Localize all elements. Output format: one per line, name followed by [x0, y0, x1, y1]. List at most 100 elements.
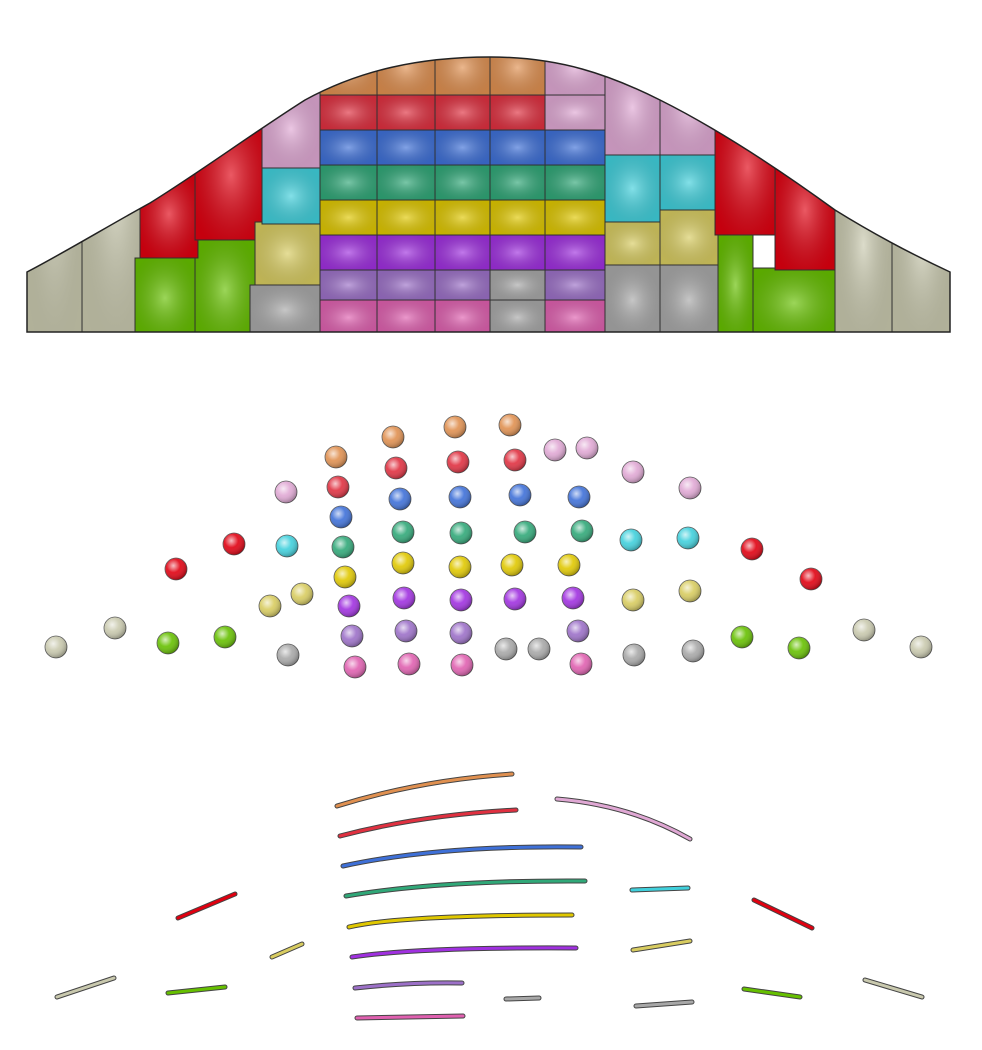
sphere-shine	[499, 414, 521, 436]
sphere-shine	[344, 656, 366, 678]
sphere-shine	[450, 622, 472, 644]
mesh-cell-shade	[435, 235, 490, 270]
mesh-cell-shade	[320, 200, 377, 235]
mesh-cell-shade	[435, 200, 490, 235]
mesh-cell-shade	[195, 240, 255, 332]
sphere-shine	[504, 588, 526, 610]
sphere-shine	[449, 486, 471, 508]
sphere-shine	[495, 638, 517, 660]
mesh-cell-shade	[892, 150, 950, 332]
mesh-cell-shade	[195, 110, 267, 240]
curve	[631, 939, 692, 952]
sphere-shine	[276, 535, 298, 557]
mesh-cell-shade	[377, 165, 435, 200]
mesh-cell-shade	[545, 235, 605, 270]
sphere-shine	[504, 449, 526, 471]
sphere-shine	[334, 566, 356, 588]
mesh-cell-shade	[490, 270, 545, 300]
curve	[752, 898, 814, 930]
sphere-shine	[501, 554, 523, 576]
mesh-cell-shade	[660, 265, 718, 332]
sphere-shine	[450, 589, 472, 611]
sphere-shine	[571, 520, 593, 542]
sphere-shine	[679, 477, 701, 499]
mesh-outline	[26, 56, 951, 333]
sphere-shine	[451, 654, 473, 676]
curve-outline	[554, 796, 693, 842]
sphere-shine	[393, 587, 415, 609]
curve	[353, 981, 464, 990]
sphere-shine	[392, 552, 414, 574]
curve	[338, 808, 518, 838]
sphere-shine	[741, 538, 763, 560]
mesh-cell-shade	[490, 235, 545, 270]
mesh-cell-shade	[255, 222, 320, 285]
sphere-shine	[622, 461, 644, 483]
mesh-cell-shade	[320, 95, 377, 130]
curve	[355, 1014, 465, 1020]
mesh-cell-shade	[435, 130, 490, 165]
mesh-cell-shade	[660, 60, 718, 155]
mesh-cell-shade	[262, 168, 320, 224]
mesh-cell-shade	[377, 200, 435, 235]
mesh-cell-shade	[377, 270, 435, 300]
curve	[742, 987, 802, 999]
sphere-shine	[570, 653, 592, 675]
mesh-cell-shade	[435, 95, 490, 130]
mesh-cell-shade	[605, 265, 660, 332]
curve	[350, 946, 578, 959]
mesh-cell-shade	[320, 130, 377, 165]
mesh-cell-shade	[377, 57, 435, 95]
sphere-shine	[567, 620, 589, 642]
sphere-shine	[449, 556, 471, 578]
mesh-cell-shade	[490, 130, 545, 165]
curve	[863, 978, 924, 999]
mesh-cell-shade	[320, 235, 377, 270]
sphere-shine	[677, 527, 699, 549]
sphere-shine	[558, 554, 580, 576]
curve	[344, 879, 587, 898]
mesh-cell-shade	[250, 285, 320, 332]
sphere-shine	[392, 521, 414, 543]
sphere-shine	[327, 476, 349, 498]
sphere-shine	[620, 529, 642, 551]
sphere-shine	[277, 644, 299, 666]
sphere-shine	[544, 439, 566, 461]
mesh-cell-shade	[605, 60, 660, 155]
mesh-cell-shade	[27, 57, 82, 332]
mesh-cell-shade	[377, 95, 435, 130]
mesh-cell-shade	[135, 258, 195, 332]
sphere-shine	[509, 484, 531, 506]
sphere-shine	[157, 632, 179, 654]
sphere-shine	[576, 437, 598, 459]
sphere-shine	[214, 626, 236, 648]
mesh-cell-shade	[545, 95, 605, 130]
mesh-cell-shade	[377, 235, 435, 270]
sphere-shine	[398, 653, 420, 675]
mesh-cell-shade	[835, 150, 892, 332]
mesh-cell-shade	[715, 100, 780, 235]
curve	[555, 797, 692, 841]
sphere-shine	[338, 595, 360, 617]
mesh-cell-shade	[435, 57, 490, 95]
sphere-shine	[330, 506, 352, 528]
mesh-cell-shade	[320, 270, 377, 300]
mesh-cell-shade	[377, 300, 435, 332]
sphere-shine	[800, 568, 822, 590]
mesh-cell-shade	[490, 200, 545, 235]
sphere-shine	[528, 638, 550, 660]
sphere-shine	[385, 457, 407, 479]
sphere-shine	[395, 620, 417, 642]
mesh-cell-shade	[490, 95, 545, 130]
mesh-cell-shade	[605, 155, 660, 222]
sphere-shine	[259, 595, 281, 617]
curve	[176, 892, 237, 920]
mesh-cell-shade	[320, 57, 377, 95]
mesh-cell-shade	[545, 200, 605, 235]
sphere-shine	[389, 488, 411, 510]
curve	[634, 1000, 694, 1008]
sphere-shine	[332, 536, 354, 558]
sphere-shine	[623, 644, 645, 666]
